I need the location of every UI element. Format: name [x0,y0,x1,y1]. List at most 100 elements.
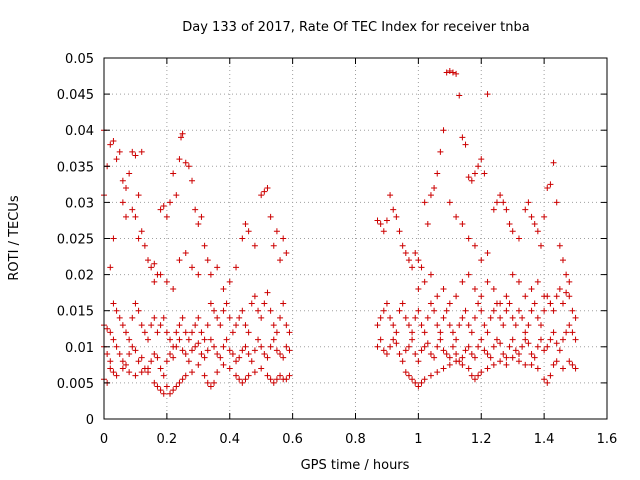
data-point [421,199,428,206]
data-point [119,199,126,206]
data-point [440,286,447,293]
data-point [387,192,394,199]
data-point [223,300,230,307]
data-point [522,206,529,213]
data-point [283,343,290,350]
data-point [178,134,185,141]
data-point [409,336,416,343]
data-point [380,347,387,354]
data-point [104,351,111,358]
data-point [509,228,516,235]
data-point [154,329,161,336]
data-point [453,293,460,300]
data-point [484,91,491,98]
data-point [163,278,170,285]
data-point [195,361,202,368]
data-point [544,184,551,191]
data-point [126,369,133,376]
data-point [522,329,529,336]
data-point [437,336,444,343]
data-point [132,347,139,354]
data-point [553,340,560,347]
data-point [236,314,243,321]
data-point [434,322,441,329]
data-point [462,141,469,148]
data-point [148,264,155,271]
data-point [503,354,510,361]
data-point [525,340,532,347]
data-point [132,300,139,307]
data-point [506,221,513,228]
data-point [415,358,422,365]
data-point [107,329,114,336]
data-point [462,347,469,354]
data-point [138,322,145,329]
chart-title: Day 133 of 2017, Rate Of TEC Index for r… [182,20,529,35]
data-point [157,206,164,213]
data-point [286,347,293,354]
data-point [201,336,208,343]
data-point [528,361,535,368]
grid-lines [104,58,607,419]
data-point [145,365,152,372]
data-point [405,322,412,329]
data-point [135,192,142,199]
data-point [503,307,510,314]
data-point [226,347,233,354]
data-point [415,257,422,264]
data-point [229,329,236,336]
data-point [490,361,497,368]
data-point [383,351,390,358]
data-point [176,336,183,343]
data-point [515,307,522,314]
data-point [409,329,416,336]
data-point [487,354,494,361]
data-point [220,361,227,368]
data-point [123,213,130,220]
data-point [512,347,519,354]
data-point [440,347,447,354]
data-point [189,329,196,336]
y-tick-label: 0.03 [65,196,94,211]
data-point [233,358,240,365]
data-point [481,322,488,329]
data-point [270,242,277,249]
data-point [126,336,133,343]
data-point [239,379,246,386]
data-point [160,372,167,379]
data-point [402,249,409,256]
data-point [503,361,510,368]
data-point [522,361,529,368]
data-point [462,307,469,314]
data-point [207,271,214,278]
data-point [233,322,240,329]
data-point [201,354,208,361]
data-point [459,354,466,361]
data-point [421,376,428,383]
data-point [443,307,450,314]
data-point [468,372,475,379]
data-point [239,307,246,314]
data-point [283,249,290,256]
data-point [157,271,164,278]
data-point [484,249,491,256]
data-point [189,347,196,354]
data-point [468,329,475,336]
data-point [405,257,412,264]
data-point [129,148,136,155]
data-point [141,329,148,336]
data-point [478,369,485,376]
data-point [481,347,488,354]
data-point [531,300,538,307]
data-point [126,170,133,177]
data-point [185,163,192,170]
data-point [157,387,164,394]
data-point [503,293,510,300]
data-point [273,228,280,235]
data-point [434,369,441,376]
data-point [443,351,450,358]
data-point [459,221,466,228]
data-point [569,329,576,336]
data-point [277,351,284,358]
y-tick-label: 0.05 [65,52,94,67]
